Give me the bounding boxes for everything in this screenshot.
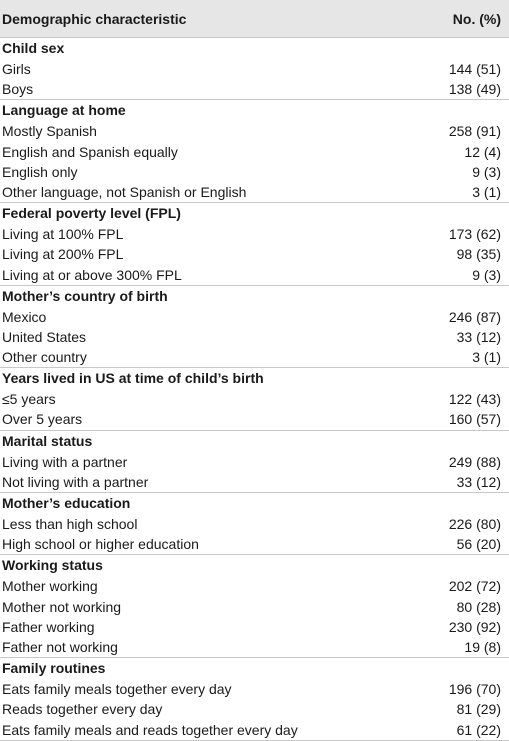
row-label: Mother working <box>2 578 98 595</box>
table-section: Marital status Living with a partner 249 (… <box>0 429 509 492</box>
row-value: 144 (51) <box>448 61 501 77</box>
row-label: Eats family meals and reads together eve… <box>2 721 298 738</box>
table-row: Living at 100% FPL 173 (62) <box>0 224 509 244</box>
row-label: English and Spanish equally <box>2 143 178 160</box>
row-label: Girls <box>2 61 31 77</box>
row-label: English only <box>2 163 78 180</box>
section-title: Marital status <box>0 429 509 452</box>
row-label: Living at 100% FPL <box>2 226 124 243</box>
section-title: Language at home <box>0 99 509 121</box>
table-row: Less than high school 226 (80) <box>0 514 509 534</box>
table-row: Father not working 19 (8) <box>0 637 509 657</box>
row-label: Father working <box>2 618 95 635</box>
row-value: 61 (22) <box>456 721 501 738</box>
table-row: Mother not working 80 (28) <box>0 597 509 617</box>
row-label: Other country <box>2 349 87 366</box>
row-value: 173 (62) <box>448 226 501 243</box>
row-value: 80 (28) <box>456 598 501 615</box>
row-label: ≤5 years <box>2 391 56 408</box>
row-label: Other language, not Spanish or English <box>2 183 247 200</box>
row-label: Over 5 years <box>2 411 83 428</box>
row-value: 33 (12) <box>456 473 501 490</box>
row-label: Less than high school <box>2 516 138 532</box>
table-row: Other country 3 (1) <box>0 347 509 367</box>
row-label: Father not working <box>2 638 118 655</box>
table-row: United States 33 (12) <box>0 327 509 347</box>
row-value: 19 (8) <box>464 638 501 655</box>
row-label: Living at 200% FPL <box>2 246 124 263</box>
table-body: Child sex Girls 144 (51) Boys 138 (49) Langua… <box>0 38 509 740</box>
row-value: 98 (35) <box>456 246 501 263</box>
row-value: 258 (91) <box>448 123 501 140</box>
header-characteristic: Demographic characteristic <box>2 10 187 27</box>
table-bottom-rule <box>0 739 509 741</box>
table-row: Not living with a partner 33 (12) <box>0 472 509 492</box>
row-value: 3 (1) <box>472 183 501 200</box>
row-value: 246 (87) <box>448 308 501 325</box>
table-section: Family routines Eats family meals togethe… <box>0 657 509 740</box>
table-row: Mother working 202 (72) <box>0 576 509 596</box>
table-row: Living at or above 300% FPL 9 (3) <box>0 265 509 285</box>
row-label: Living at or above 300% FPL <box>2 266 182 283</box>
row-label: Mostly Spanish <box>2 123 97 140</box>
section-title: Child sex <box>2 40 65 56</box>
row-value: 12 (4) <box>464 143 501 160</box>
table-row: Living with a partner 249 (88) <box>0 452 509 472</box>
row-value: 230 (92) <box>448 618 501 635</box>
table-row: High school or higher education 56 (20) <box>0 534 509 554</box>
row-value: 249 (88) <box>448 453 501 470</box>
row-value: 138 (49) <box>448 81 501 98</box>
table-section: Language at home Mostly Spanish 258 (91) En… <box>0 99 509 202</box>
row-label: Mother not working <box>2 598 122 615</box>
table-section: Mother’s country of birth Mexico 246 (87) U… <box>0 284 509 368</box>
row-label: Not living with a partner <box>2 473 149 490</box>
row-value: 3 (1) <box>472 349 501 366</box>
row-value: 9 (3) <box>472 163 501 180</box>
table-header: Demographic characteristic No. (%) <box>0 0 509 38</box>
table-row: Eats family meals together every day 196 … <box>0 679 509 699</box>
row-value: 196 (70) <box>448 681 501 698</box>
table-row: Mexico 246 (87) <box>0 307 509 327</box>
row-label: Mexico <box>2 308 47 325</box>
table-row: Girls 144 (51) <box>0 59 509 79</box>
section-title: Mother’s education <box>0 492 509 514</box>
row-label: Reads together every day <box>2 701 163 718</box>
table-row: English and Spanish equally 12 (4) <box>0 142 509 162</box>
table-row: ≤5 years 122 (43) <box>0 389 509 409</box>
table-row: Mostly Spanish 258 (91) <box>0 121 509 141</box>
table-section: Federal poverty level (FPL) Living at 100… <box>0 202 509 285</box>
row-value: 202 (72) <box>448 578 501 595</box>
table-row: Eats family meals and reads together eve… <box>0 720 509 740</box>
table-row: Other language, not Spanish or English 3 … <box>0 182 509 202</box>
table-row: Living at 200% FPL 98 (35) <box>0 244 509 264</box>
row-value: 81 (29) <box>456 701 501 718</box>
row-value: 56 (20) <box>456 536 501 553</box>
row-label: Eats family meals together every day <box>2 681 232 698</box>
row-label: Living with a partner <box>2 453 128 470</box>
row-label: Boys <box>2 81 34 98</box>
table-row: Reads together every day 81 (29) <box>0 699 509 719</box>
section-title: Mother’s country of birth <box>0 284 509 307</box>
row-value: 226 (80) <box>448 516 501 532</box>
row-label: United States <box>2 328 87 345</box>
section-title: Federal poverty level (FPL) <box>0 202 509 224</box>
table-section: Years lived in US at time of child’s bir… <box>0 367 509 429</box>
row-value: 160 (57) <box>448 411 501 428</box>
section-title: Working status <box>0 554 509 576</box>
row-value: 9 (3) <box>472 266 501 283</box>
table-row: English only 9 (3) <box>0 162 509 182</box>
row-value: 33 (12) <box>456 328 501 345</box>
section-title: Years lived in US at time of child’s bir… <box>0 367 509 389</box>
table-section: Working status Mother working 202 (72) Moth… <box>0 554 509 657</box>
table-row: Boys 138 (49) <box>0 79 509 99</box>
section-title: Family routines <box>0 657 509 679</box>
header-count-percent: No. (%) <box>452 10 501 27</box>
table-row: Over 5 years 160 (57) <box>0 409 509 429</box>
row-label: High school or higher education <box>2 536 199 553</box>
table-row: Father working 230 (92) <box>0 617 509 637</box>
row-value: 122 (43) <box>448 391 501 408</box>
table-section: Child sex Girls 144 (51) Boys 138 (49) <box>0 38 509 99</box>
table-section: Mother’s education Less than high school 2… <box>0 492 509 554</box>
